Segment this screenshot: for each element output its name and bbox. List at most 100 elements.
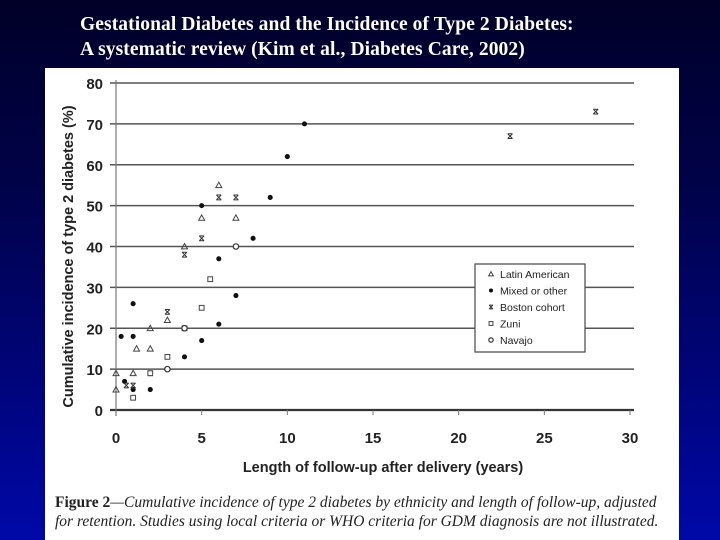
x-marker bbox=[123, 382, 130, 389]
y-tick-label: 80 bbox=[86, 76, 103, 93]
legend: Latin American Mixed or other Boston cohor… bbox=[474, 263, 586, 353]
gridlines bbox=[110, 82, 634, 370]
y-tick-label: 30 bbox=[86, 280, 103, 297]
data-point bbox=[216, 256, 222, 262]
data-point bbox=[112, 369, 120, 377]
triangle-marker bbox=[112, 369, 120, 377]
x-marker bbox=[164, 309, 171, 315]
data-point bbox=[130, 394, 137, 401]
data-point bbox=[284, 154, 290, 160]
y-tick-label: 40 bbox=[86, 240, 103, 257]
open-circle-marker bbox=[164, 365, 171, 373]
data-point bbox=[112, 385, 120, 393]
legend-marker bbox=[488, 304, 494, 310]
x-marker bbox=[488, 304, 494, 310]
data-point bbox=[146, 344, 155, 352]
data-point bbox=[147, 370, 154, 377]
x-axis-label: Length of follow-up after delivery (year… bbox=[243, 460, 524, 476]
legend-label: Zuni bbox=[500, 319, 520, 331]
x-tick-label: 10 bbox=[279, 430, 296, 447]
triangle-marker bbox=[146, 344, 155, 352]
legend-marker bbox=[488, 288, 494, 293]
x-tick-label: 15 bbox=[365, 430, 382, 447]
data-point bbox=[198, 304, 205, 311]
data-point bbox=[147, 387, 153, 393]
series-navajo bbox=[164, 243, 240, 373]
triangle-marker bbox=[163, 316, 172, 323]
data-point bbox=[164, 365, 171, 373]
triangle-marker bbox=[146, 324, 155, 332]
y-tick-label: 0 bbox=[95, 403, 103, 420]
triangle-marker bbox=[232, 213, 240, 221]
filled-circle-marker bbox=[118, 333, 124, 339]
slide-title-line-2: A systematic review (Kim et al., Diabete… bbox=[80, 39, 525, 60]
legend-label: Navajo bbox=[500, 335, 533, 347]
filled-circle-marker bbox=[130, 301, 136, 307]
figure-caption: Figure 2—Cumulative incidence of type 2 … bbox=[55, 493, 675, 531]
x-marker bbox=[198, 235, 205, 242]
filled-circle-marker bbox=[267, 194, 273, 200]
slide-title: Gestational Diabetes and the Incidence o… bbox=[80, 12, 710, 62]
data-point bbox=[199, 203, 205, 209]
square-marker bbox=[147, 370, 154, 377]
legend-box bbox=[474, 263, 586, 353]
x-marker bbox=[130, 382, 136, 389]
square-marker bbox=[207, 276, 214, 283]
data-point bbox=[163, 316, 172, 323]
data-point bbox=[181, 354, 188, 360]
x-tick-label: 25 bbox=[536, 430, 553, 447]
data-point bbox=[164, 353, 171, 360]
y-tick-label: 70 bbox=[86, 117, 103, 134]
square-marker bbox=[164, 353, 171, 360]
data-point bbox=[207, 276, 214, 283]
legend-marker bbox=[488, 337, 494, 343]
data-point bbox=[118, 333, 124, 339]
data-point bbox=[232, 213, 240, 221]
x-marker bbox=[233, 194, 239, 201]
legend-label: Latin American bbox=[500, 269, 570, 281]
data-point bbox=[507, 133, 513, 140]
series-latin-american bbox=[112, 181, 240, 393]
data-point bbox=[129, 369, 137, 377]
legend-marker bbox=[488, 321, 494, 326]
data-point bbox=[181, 251, 188, 258]
data-point bbox=[197, 213, 206, 221]
data-point bbox=[216, 194, 222, 201]
filled-circle-marker bbox=[181, 354, 188, 360]
filled-circle-marker bbox=[216, 256, 222, 262]
filled-circle-marker bbox=[130, 333, 136, 339]
x-marker bbox=[592, 108, 599, 115]
data-point bbox=[130, 333, 136, 339]
filled-circle-marker bbox=[301, 121, 308, 127]
filled-circle-marker bbox=[233, 293, 239, 299]
data-point bbox=[123, 382, 130, 389]
data-points bbox=[112, 108, 599, 401]
legend-label: Mixed or other bbox=[500, 286, 568, 298]
y-tick-label: 10 bbox=[86, 362, 103, 379]
data-point bbox=[233, 194, 239, 201]
data-point bbox=[164, 309, 171, 315]
filled-circle-marker bbox=[199, 203, 205, 209]
filled-circle-marker bbox=[147, 387, 153, 393]
series-mixed-or-other bbox=[118, 121, 308, 401]
data-point bbox=[130, 382, 136, 389]
data-point bbox=[592, 108, 599, 115]
x-marker bbox=[507, 133, 513, 140]
filled-circle-marker bbox=[488, 288, 494, 293]
triangle-marker bbox=[180, 242, 189, 250]
x-marker bbox=[181, 251, 188, 258]
data-point bbox=[233, 293, 239, 299]
filled-circle-marker bbox=[216, 321, 222, 327]
data-point bbox=[180, 242, 189, 250]
square-marker bbox=[198, 304, 205, 311]
open-circle-marker bbox=[232, 243, 240, 250]
data-point bbox=[214, 181, 223, 189]
data-point bbox=[146, 324, 155, 332]
x-tick-label: 30 bbox=[622, 430, 639, 447]
filled-circle-marker bbox=[199, 337, 205, 344]
filled-circle-marker bbox=[250, 235, 256, 241]
open-circle-marker bbox=[488, 337, 494, 343]
x-tick-label: 5 bbox=[197, 430, 205, 447]
data-point bbox=[250, 235, 256, 241]
open-circle-marker bbox=[181, 324, 188, 332]
